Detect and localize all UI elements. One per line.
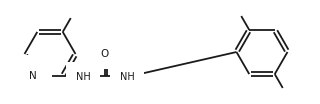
Text: N: N	[29, 71, 36, 81]
Text: O: O	[100, 49, 109, 59]
Text: NH: NH	[120, 72, 135, 82]
Text: NH: NH	[76, 72, 91, 82]
